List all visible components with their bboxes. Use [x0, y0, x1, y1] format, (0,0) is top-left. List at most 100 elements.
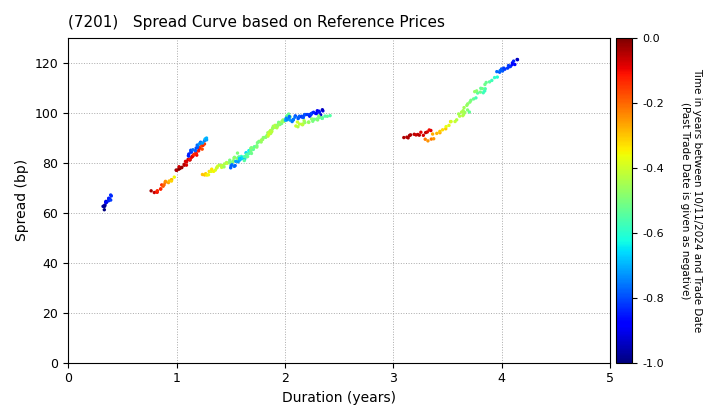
Point: [174, 163, 185, 170]
Point: [297, 114, 309, 121]
Point: [431, 130, 443, 137]
Point: [253, 138, 265, 145]
Point: [188, 151, 199, 158]
Point: [174, 165, 186, 172]
Point: [232, 155, 243, 162]
Point: [313, 113, 325, 119]
Point: [190, 149, 202, 156]
Point: [104, 195, 115, 202]
Point: [158, 181, 170, 188]
Point: [193, 147, 204, 154]
Point: [266, 129, 277, 135]
Point: [469, 88, 480, 95]
Point: [303, 119, 315, 126]
Point: [240, 154, 252, 160]
Point: [238, 157, 250, 164]
Point: [421, 129, 433, 135]
Point: [398, 134, 410, 141]
Point: [508, 58, 519, 65]
Point: [282, 113, 293, 119]
Point: [262, 133, 274, 139]
Point: [99, 202, 110, 209]
Point: [464, 109, 475, 116]
Point: [228, 158, 239, 164]
Point: [243, 150, 255, 157]
Point: [266, 129, 277, 135]
Point: [219, 160, 230, 167]
Point: [324, 112, 336, 119]
Point: [199, 136, 211, 142]
Point: [244, 148, 256, 155]
Point: [267, 125, 279, 131]
Point: [233, 153, 245, 160]
Point: [186, 154, 197, 161]
Point: [145, 187, 157, 194]
Point: [280, 116, 292, 123]
Point: [262, 129, 274, 136]
Point: [484, 79, 495, 85]
Point: [189, 147, 201, 154]
Point: [248, 143, 260, 150]
Point: [449, 118, 461, 125]
Point: [184, 156, 196, 163]
Point: [225, 163, 237, 169]
Point: [197, 139, 208, 146]
Point: [199, 172, 210, 178]
Point: [294, 121, 305, 127]
Point: [274, 121, 286, 128]
Point: [204, 168, 215, 175]
Point: [413, 132, 425, 139]
Point: [151, 189, 163, 195]
Point: [310, 110, 321, 117]
Point: [497, 68, 508, 74]
Point: [184, 156, 195, 163]
Point: [234, 155, 246, 162]
Point: [191, 152, 202, 158]
Point: [420, 129, 431, 136]
Point: [218, 163, 230, 170]
Point: [303, 118, 315, 125]
Point: [196, 142, 207, 149]
Point: [317, 106, 328, 113]
Point: [306, 110, 318, 116]
Point: [405, 131, 416, 138]
Point: [307, 118, 318, 125]
Point: [264, 129, 275, 135]
Point: [289, 113, 301, 119]
Point: [401, 134, 413, 141]
Point: [185, 147, 197, 154]
Point: [480, 79, 492, 86]
Point: [454, 113, 465, 120]
Point: [278, 118, 289, 124]
Point: [97, 203, 109, 210]
Point: [309, 116, 320, 123]
Point: [168, 174, 180, 181]
Point: [415, 129, 427, 136]
Point: [246, 150, 257, 157]
Point: [274, 121, 285, 128]
Point: [190, 145, 202, 152]
Point: [465, 97, 477, 104]
Point: [402, 134, 414, 141]
Point: [474, 89, 486, 95]
Point: [248, 144, 260, 150]
Point: [270, 124, 282, 131]
Point: [232, 150, 243, 156]
Point: [163, 178, 175, 184]
Point: [271, 123, 283, 130]
Point: [194, 144, 206, 151]
Point: [425, 127, 436, 134]
Point: [410, 131, 422, 138]
Point: [230, 158, 242, 165]
Point: [451, 116, 462, 123]
Point: [271, 124, 282, 131]
Point: [260, 134, 271, 141]
Point: [199, 141, 210, 147]
Point: [197, 146, 208, 152]
Point: [156, 181, 168, 188]
Point: [297, 121, 308, 128]
Point: [197, 171, 208, 178]
Point: [284, 113, 295, 120]
Point: [274, 121, 285, 128]
Point: [271, 122, 282, 129]
